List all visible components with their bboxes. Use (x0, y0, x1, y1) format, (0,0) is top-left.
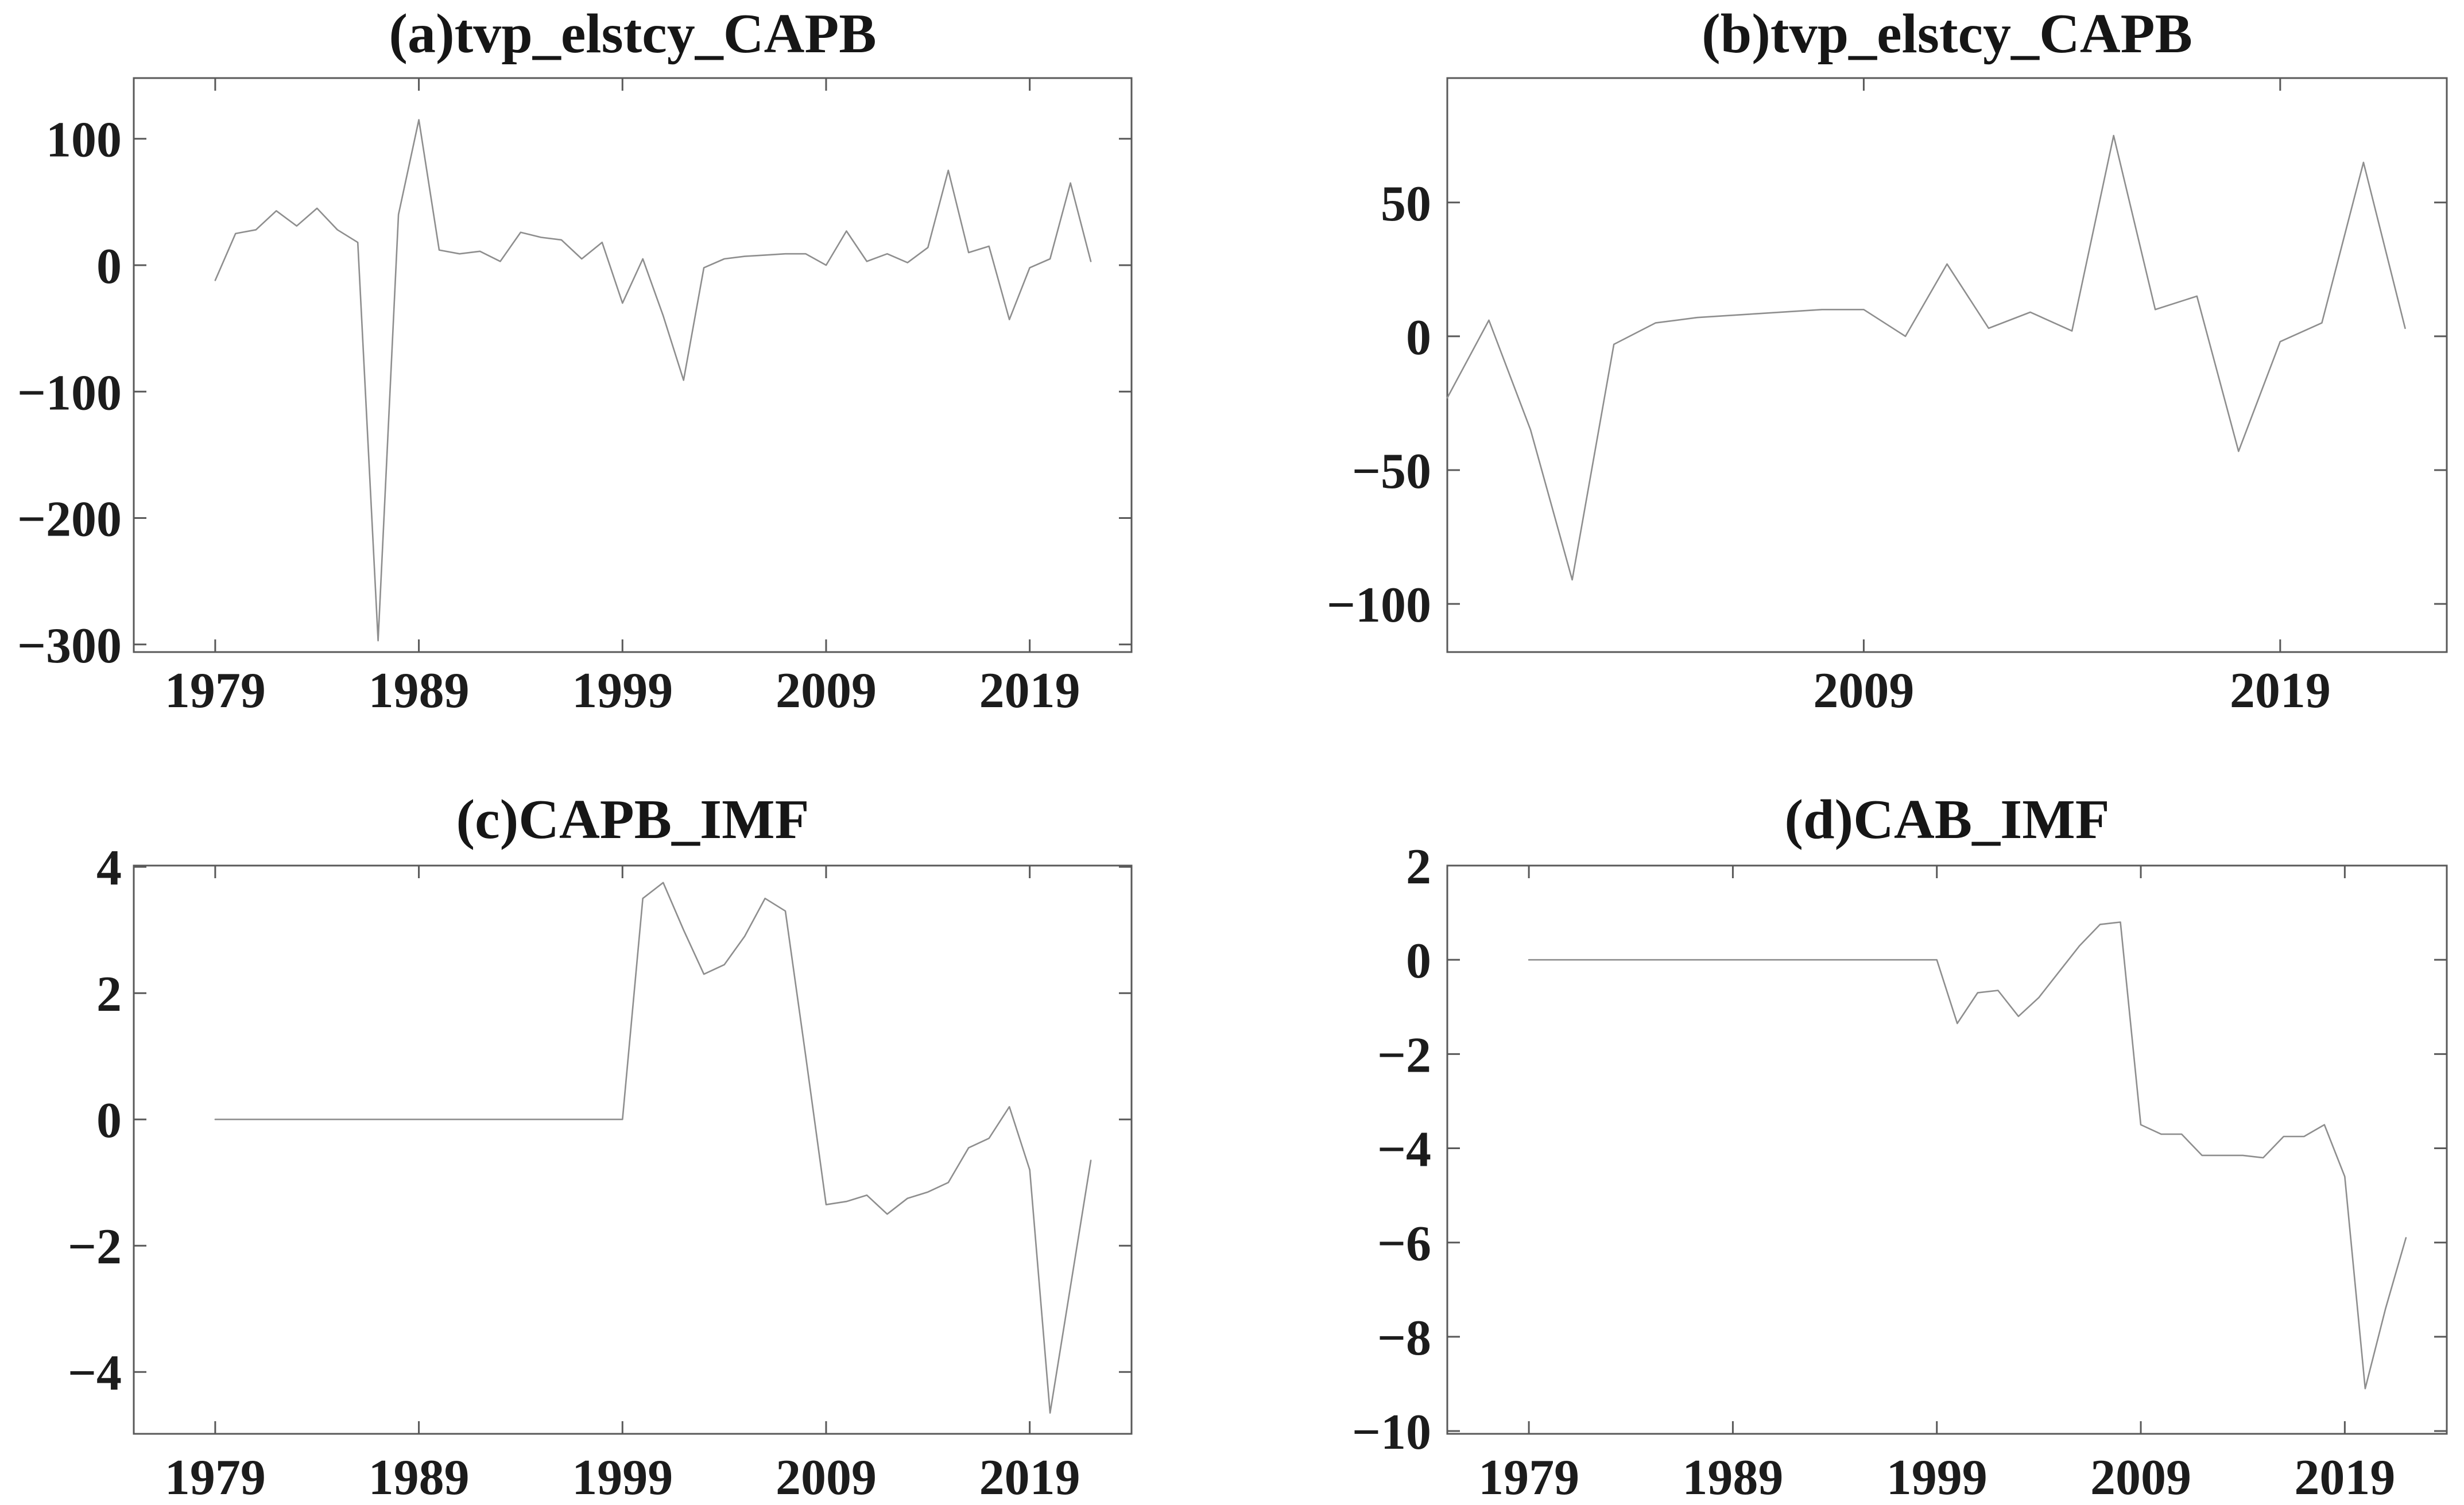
y-tick-label: 100 (46, 113, 122, 168)
x-tick-label: 1999 (572, 663, 673, 719)
y-tick-label: 2 (1406, 839, 1431, 895)
x-tick-label: 1989 (369, 663, 470, 719)
y-tick-label: 0 (1406, 310, 1431, 366)
y-tick-label: −4 (68, 1345, 122, 1401)
panel-b: (b)tvp_elstcy_CAPB 2009 2019 50 0 −50 −100 (1232, 0, 2464, 752)
y-tick-label: −2 (1377, 1027, 1431, 1083)
x-tick-label: 1989 (369, 1450, 470, 1505)
panel-b-title: (b)tvp_elstcy_CAPB (1702, 3, 2192, 65)
panel-a-title: (a)tvp_elstcy_CAPB (389, 3, 877, 65)
series-line (214, 119, 1092, 642)
y-tick-label: 0 (96, 1093, 122, 1149)
x-tick-label: 2019 (2230, 663, 2331, 719)
x-tick-label: 2009 (1813, 663, 1914, 719)
axes-box (133, 77, 1133, 653)
panel-a: (a)tvp_elstcy_CAPB 1979 1989 1999 2009 2019 1… (0, 0, 1232, 752)
x-tick-label: 1979 (1478, 1450, 1579, 1505)
y-tick-label: −100 (17, 365, 122, 421)
x-tick-label: 1989 (1682, 1450, 1783, 1505)
y-tick-label: 0 (1406, 933, 1431, 989)
y-tick-label: −8 (1377, 1310, 1431, 1366)
y-tick-label: 50 (1381, 176, 1431, 232)
axes-box (1446, 77, 2448, 653)
y-tick-label: 4 (96, 840, 122, 896)
panel-c: (c)CAPB_IMF 1979 1989 1999 2009 2019 4 2 0 −2 −4 (0, 752, 1232, 1505)
axes-box (1446, 864, 2448, 1435)
panel-d-title: (d)CAB_IMF (1784, 789, 2110, 851)
x-tick-label: 2019 (979, 1450, 1080, 1505)
x-tick-label: 2009 (776, 1450, 877, 1505)
series-line (214, 882, 1092, 1414)
x-tick-label: 1979 (165, 1450, 266, 1505)
y-tick-label: 0 (96, 239, 122, 294)
x-tick-label: 1999 (1886, 1450, 1988, 1505)
panel-a-plot: 1979 1989 1999 2009 2019 100 0 −100 −200 −300 (17, 77, 1133, 719)
x-tick-label: 2009 (776, 663, 877, 719)
y-tick-label: −10 (1352, 1405, 1431, 1460)
y-tick-label: −2 (68, 1219, 122, 1275)
x-tick-label: 1979 (165, 663, 266, 719)
y-tick-label: −4 (1377, 1122, 1431, 1178)
y-tick-label: −200 (17, 492, 122, 548)
panel-b-plot: 2009 2019 50 0 −50 −100 (1327, 77, 2448, 719)
series-line (1528, 921, 2407, 1390)
axes-box (133, 864, 1133, 1435)
x-tick-label: 2019 (2294, 1450, 2395, 1505)
y-tick-label: −6 (1377, 1216, 1431, 1272)
panel-d: (d)CAB_IMF 1979 1989 1999 2009 2019 2 0 −2 −4 −6 −… (1232, 752, 2464, 1505)
x-tick-label: 2019 (979, 663, 1080, 719)
panel-c-title: (c)CAPB_IMF (456, 789, 809, 851)
y-tick-label: −50 (1352, 444, 1431, 499)
x-tick-label: 1999 (572, 1450, 673, 1505)
y-tick-label: −100 (1327, 577, 1431, 633)
series-line (1446, 134, 2406, 581)
panel-d-plot: 1979 1989 1999 2009 2019 2 0 −2 −4 −6 −8 −10 (1352, 839, 2448, 1505)
y-tick-label: −300 (17, 618, 122, 674)
x-tick-label: 2009 (2090, 1450, 2191, 1505)
y-tick-label: 2 (96, 967, 122, 1022)
panel-c-plot: 1979 1989 1999 2009 2019 4 2 0 −2 −4 (68, 840, 1133, 1505)
